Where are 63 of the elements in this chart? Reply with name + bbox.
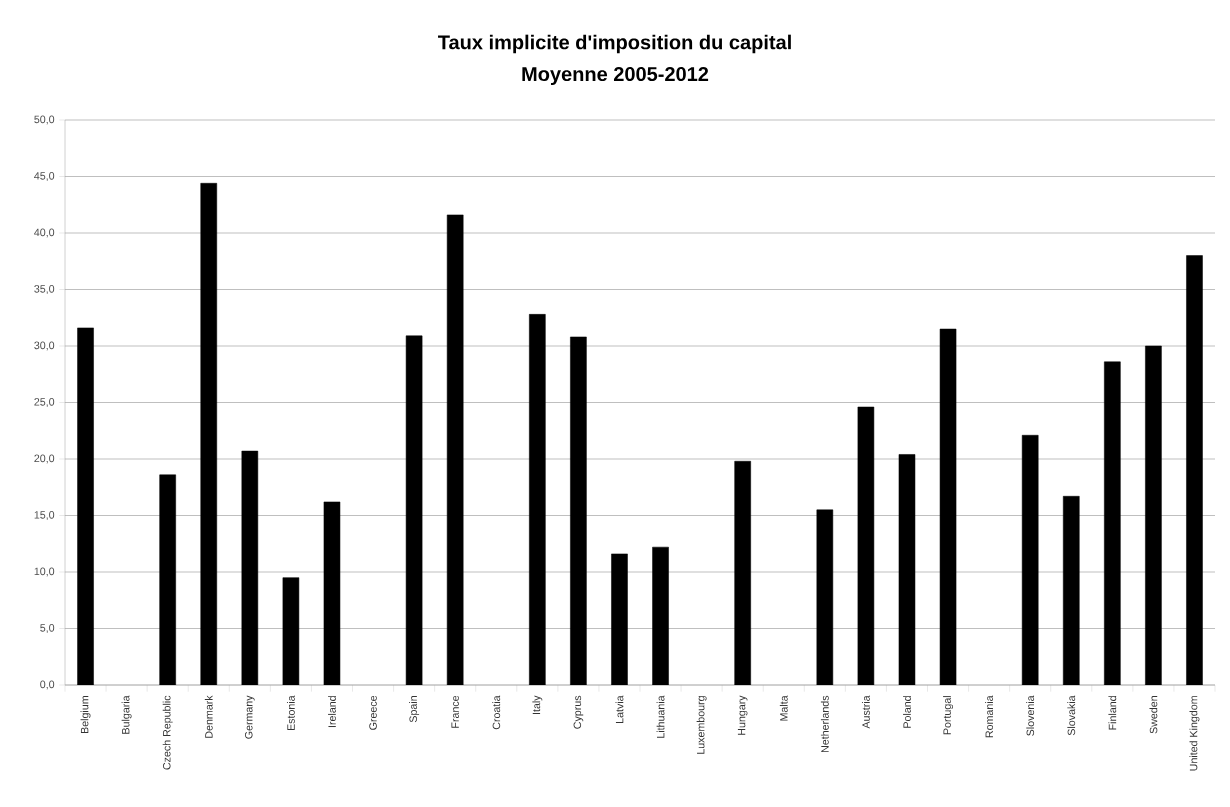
bar [200,183,218,685]
bar [1104,361,1121,685]
x-tick-label: Spain [409,696,420,723]
bar [1145,345,1162,685]
y-tick-label: 25,0 [34,398,55,407]
bar [405,335,423,685]
chart-title: Taux implicite d'imposition du capital [438,34,791,54]
bar [1186,255,1203,685]
bar [611,553,628,685]
bar [77,327,94,685]
x-tick-label: Latvia [615,695,624,723]
bar [159,474,176,685]
x-tick-label: Malta [779,695,788,721]
y-tick-label: 20,0 [34,454,55,464]
x-tick-label: Ireland [328,696,336,728]
y-tick-label: 15,0 [34,511,55,520]
bar [570,336,587,685]
x-tick-label: Slovenia [1026,695,1035,736]
bar [652,546,669,685]
bar [734,460,751,685]
x-tick-label: Netherlands [820,695,829,753]
chart-subtitle: Moyenne 2005-2012 [522,66,709,86]
x-tick-label: Estonia [286,695,295,731]
x-tick-label: Croatia [492,695,501,730]
y-tick-label: 30,0 [34,341,55,351]
y-tick-label: 10,0 [34,567,55,577]
x-tick-label: Poland [903,696,911,728]
x-tick-label: Germany [245,695,255,739]
y-tick-label: 40,0 [34,228,55,238]
x-tick-label: Luxembourg [696,696,707,754]
x-tick-label: Finland [1108,696,1117,730]
bar [816,509,834,685]
x-tick-label: Czech Republic [162,695,173,770]
bar [1021,435,1039,685]
bar [857,406,875,685]
y-tick-label: 0,0 [40,680,55,690]
x-tick-label: Sweden [1149,696,1158,734]
x-tick-label: France [451,695,459,728]
x-tick-label: Hungary [737,695,748,735]
y-tick-label: 35,0 [34,285,55,294]
x-tick-label: Portugal [943,696,954,735]
bar [898,454,916,685]
x-tick-label: Denmark [204,695,213,738]
y-tick-label: 45,0 [34,172,55,181]
bar [282,577,300,685]
bar [939,328,957,685]
x-tick-label: Austria [861,695,870,729]
y-tick-label: 50,0 [34,115,55,125]
y-tick-label: 5,0 [40,624,55,633]
x-tick-label: United Kingdom [1189,696,1200,771]
x-tick-label: Slovakia [1067,695,1076,736]
bar [323,501,341,685]
x-tick-label: Bulgaria [121,695,132,734]
x-tick-label: Romania [985,695,994,738]
x-tick-label: Greece [369,695,377,730]
x-tick-label: Cyprus [573,695,584,729]
bar [529,314,546,685]
x-tick-label: Lithuania [656,695,665,738]
bar [446,214,464,685]
bar [1063,496,1080,685]
bar [241,450,259,685]
x-tick-label: Belgium [80,696,91,734]
x-tick-label: Italy [532,695,543,714]
